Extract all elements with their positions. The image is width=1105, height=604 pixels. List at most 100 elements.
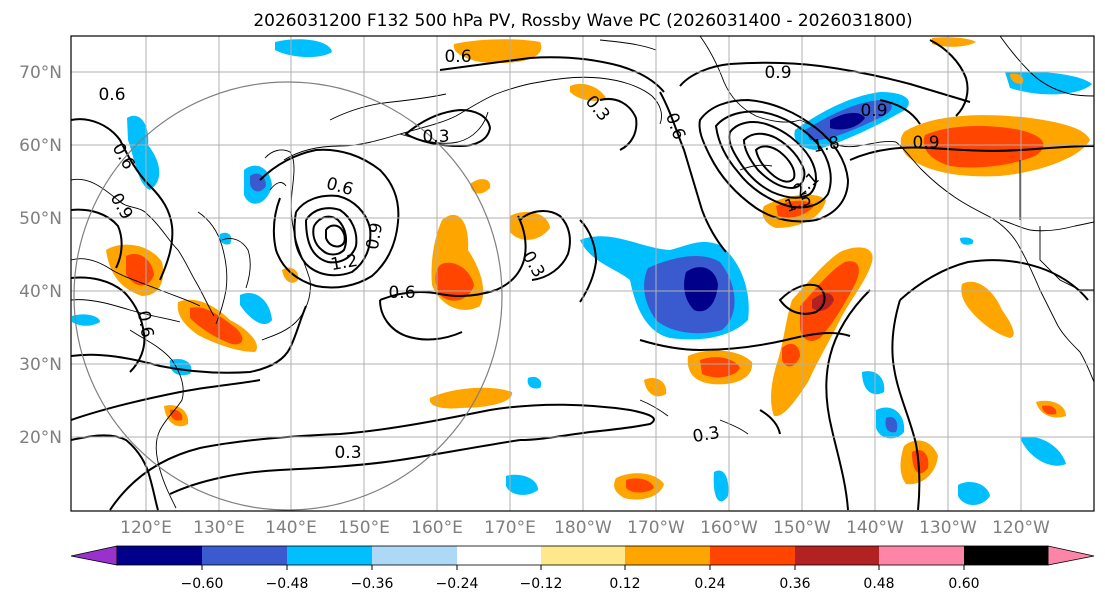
coastline xyxy=(895,141,1021,249)
contour-value-label: 0.3 xyxy=(334,443,361,463)
coastline xyxy=(719,419,749,435)
contour-line xyxy=(379,299,463,341)
contour-line xyxy=(728,121,817,199)
contour-line xyxy=(71,276,146,373)
anomaly-blob xyxy=(190,307,243,345)
colorbar-extend-low xyxy=(70,545,118,566)
contour-line xyxy=(639,332,851,352)
anomaly-blob xyxy=(684,267,718,312)
colorbar-outline xyxy=(116,545,1049,566)
contour-line xyxy=(71,434,159,511)
longitude-label: 150°W xyxy=(773,518,831,538)
contour-line xyxy=(71,305,307,374)
contour-line xyxy=(169,439,521,495)
colorbar-tick-label: 0.36 xyxy=(779,576,810,592)
colorbar-segment xyxy=(879,546,964,565)
colorbar-segment xyxy=(457,546,541,565)
contour-line xyxy=(849,145,1094,161)
anomaly-blob xyxy=(1005,71,1092,95)
latitude-labels: 70°N 60°N 50°N 40°N 30°N 20°N xyxy=(19,63,62,448)
contour-line xyxy=(714,110,832,209)
lat-lon-grid xyxy=(71,36,1094,511)
colorbar-segment xyxy=(710,546,795,565)
colorbar-segment xyxy=(117,546,202,565)
anomaly-blob xyxy=(885,416,898,433)
longitude-label: 160°W xyxy=(700,518,758,538)
anomaly-blob xyxy=(1020,436,1066,466)
latitude-label: 40°N xyxy=(19,282,62,302)
contour-line xyxy=(825,289,871,511)
longitude-label: 160°E xyxy=(411,518,463,538)
colorbar-segment xyxy=(372,546,457,565)
longitude-label: 140°E xyxy=(265,518,317,538)
anomaly-blob xyxy=(506,474,538,495)
contour-value-label: 0.6 xyxy=(133,309,157,339)
colorbar-segment xyxy=(964,546,1048,565)
longitude-label: 130°W xyxy=(919,518,977,538)
colorbar-tick-label: −0.24 xyxy=(436,576,479,592)
contour-line xyxy=(891,299,921,511)
contour-line xyxy=(899,259,1089,301)
pv-contours xyxy=(71,39,1094,511)
contour-value-label: 0.6 xyxy=(444,47,471,67)
contour-value-label: 1.8 xyxy=(811,133,841,157)
range-ring xyxy=(73,81,503,511)
longitude-label: 140°W xyxy=(846,518,904,538)
colorbar-segment xyxy=(202,546,287,565)
map-frame xyxy=(70,35,1095,512)
latitude-label: 30°N xyxy=(19,355,62,375)
colorbar-tick-label: −0.36 xyxy=(351,576,394,592)
coastline xyxy=(599,39,657,51)
contour-line xyxy=(599,98,638,151)
contour-line xyxy=(879,99,921,125)
latitude-label: 50°N xyxy=(19,209,62,229)
contour-value-label: 0.9 xyxy=(860,101,887,121)
coastline xyxy=(999,219,1094,232)
contour-value-label: 0.6 xyxy=(98,85,125,105)
longitude-label: 170°E xyxy=(484,518,536,538)
colorbar-segment xyxy=(795,546,879,565)
anomaly-blob xyxy=(570,83,606,101)
contour-line xyxy=(679,61,971,103)
contour-line xyxy=(519,210,571,281)
anomaly-blob xyxy=(282,267,299,283)
anomaly-blob xyxy=(1042,405,1057,415)
anomaly-blob xyxy=(644,377,667,397)
contour-line xyxy=(71,208,123,269)
contour-value-label: 0.3 xyxy=(691,423,721,447)
coastline xyxy=(329,93,447,121)
coastline xyxy=(1039,226,1094,291)
coastline xyxy=(129,329,184,509)
longitude-label: 150°E xyxy=(338,518,390,538)
anomaly-blob xyxy=(527,376,542,389)
contour-line xyxy=(659,91,727,253)
anomaly-blob xyxy=(72,314,100,326)
anomaly-blob xyxy=(830,112,865,130)
anomaly-blob xyxy=(626,478,654,493)
contour-line xyxy=(439,56,665,93)
anomaly-blob xyxy=(1010,73,1024,84)
latitude-label: 20°N xyxy=(19,428,62,448)
coastline xyxy=(739,164,773,171)
contour-value-label: 0.9 xyxy=(764,63,791,83)
latitude-label: 60°N xyxy=(19,136,62,156)
contour-value-label: 0.9 xyxy=(912,133,939,153)
anomaly-blob xyxy=(453,39,542,64)
anomaly-blob xyxy=(862,371,885,395)
contour-line xyxy=(259,148,400,289)
anomaly-blob xyxy=(958,482,990,505)
anomaly-blob xyxy=(782,343,800,367)
contour-line xyxy=(71,118,174,281)
contour-value-label: 0.3 xyxy=(422,127,449,147)
contour-line xyxy=(305,207,358,264)
contour-line xyxy=(759,409,781,435)
contour-line xyxy=(379,215,527,301)
colorbar-tick-label: −0.48 xyxy=(266,576,309,592)
colorbar-tick-label: 0.60 xyxy=(948,576,979,592)
longitude-label: 120°W xyxy=(992,518,1050,538)
contour-line xyxy=(312,215,347,256)
coastline xyxy=(71,178,215,317)
colorbar-segment xyxy=(287,546,372,565)
contour-line xyxy=(778,283,826,315)
